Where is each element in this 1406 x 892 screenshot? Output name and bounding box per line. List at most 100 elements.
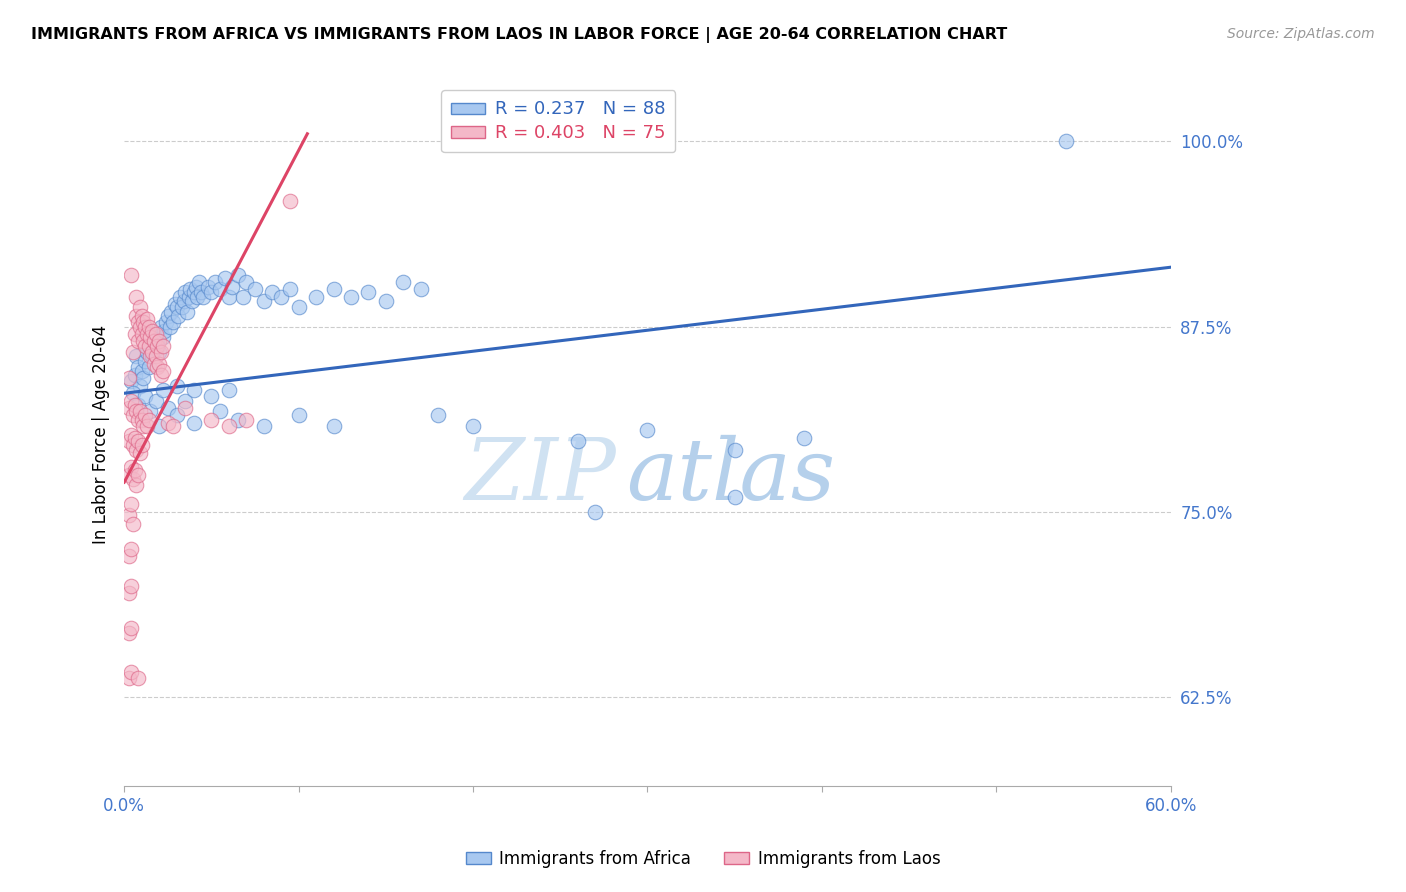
Text: Source: ZipAtlas.com: Source: ZipAtlas.com <box>1227 27 1375 41</box>
Point <box>183 416 205 430</box>
Point <box>166 409 188 423</box>
Point <box>145 393 167 408</box>
Point <box>149 368 172 383</box>
Point <box>127 315 149 329</box>
Point <box>129 445 152 459</box>
Point <box>636 423 658 437</box>
Point <box>131 364 153 378</box>
Point <box>138 359 160 374</box>
Point <box>145 349 167 363</box>
Point <box>142 334 165 349</box>
Point <box>120 498 142 512</box>
Point <box>253 294 276 309</box>
Point <box>155 315 177 329</box>
Point <box>392 275 415 289</box>
Point <box>124 326 146 341</box>
Point <box>127 398 149 412</box>
Point <box>235 275 257 289</box>
Point <box>262 285 284 300</box>
Point <box>340 290 363 304</box>
Point <box>149 319 172 334</box>
Point <box>120 393 142 408</box>
Point <box>120 541 142 556</box>
Point <box>235 413 257 427</box>
Point <box>127 434 149 448</box>
Point <box>135 344 157 359</box>
Point <box>141 324 163 338</box>
Point <box>138 339 160 353</box>
Point <box>127 359 149 374</box>
Point <box>135 418 157 433</box>
Point <box>120 427 142 442</box>
Point <box>129 319 152 334</box>
Point <box>118 549 141 564</box>
Point <box>176 304 198 318</box>
Point <box>127 467 149 482</box>
Point <box>278 194 301 208</box>
Point <box>131 309 153 323</box>
Point <box>122 472 145 486</box>
Point <box>146 339 169 353</box>
Point <box>583 505 606 519</box>
Point <box>427 409 450 423</box>
Point <box>118 626 141 640</box>
Point <box>118 401 141 415</box>
Point <box>181 294 204 309</box>
Point <box>132 418 155 433</box>
Point <box>191 290 214 304</box>
Point <box>124 463 146 477</box>
Point <box>131 413 153 427</box>
Point <box>122 409 145 423</box>
Point <box>163 297 186 311</box>
Point <box>125 309 148 323</box>
Point <box>166 300 188 314</box>
Point <box>167 309 190 323</box>
Point <box>409 283 432 297</box>
Point <box>134 319 156 334</box>
Point <box>124 398 146 412</box>
Point <box>162 315 184 329</box>
Point <box>125 290 148 304</box>
Point <box>134 409 156 423</box>
Point <box>253 418 276 433</box>
Point <box>138 413 160 427</box>
Point <box>148 334 170 349</box>
Point <box>184 279 207 293</box>
Point <box>134 339 156 353</box>
Point <box>724 442 747 457</box>
Point <box>125 349 148 363</box>
Point <box>278 283 301 297</box>
Point <box>188 275 211 289</box>
Text: IMMIGRANTS FROM AFRICA VS IMMIGRANTS FROM LAOS IN LABOR FORCE | AGE 20-64 CORREL: IMMIGRANTS FROM AFRICA VS IMMIGRANTS FRO… <box>31 27 1007 43</box>
Point <box>218 384 240 398</box>
Point <box>139 339 162 353</box>
Point <box>243 283 266 297</box>
Point <box>152 330 174 344</box>
Point <box>125 404 148 418</box>
Point <box>120 268 142 282</box>
Point <box>186 290 208 304</box>
Point <box>122 344 145 359</box>
Point <box>122 516 145 531</box>
Point <box>1054 134 1077 148</box>
Point <box>152 339 174 353</box>
Point <box>793 431 815 445</box>
Text: atlas: atlas <box>627 435 835 517</box>
Point <box>160 304 183 318</box>
Point <box>218 418 240 433</box>
Point <box>287 409 309 423</box>
Point <box>170 300 193 314</box>
Point <box>132 315 155 329</box>
Point <box>129 300 152 314</box>
Point <box>120 665 142 679</box>
Point <box>200 413 222 427</box>
Legend: R = 0.237   N = 88, R = 0.403   N = 75: R = 0.237 N = 88, R = 0.403 N = 75 <box>441 90 675 152</box>
Point <box>134 389 156 403</box>
Point <box>120 375 142 389</box>
Point <box>204 275 226 289</box>
Point <box>141 344 163 359</box>
Point <box>152 364 174 378</box>
Point <box>146 359 169 374</box>
Point <box>122 386 145 401</box>
Point <box>232 290 254 304</box>
